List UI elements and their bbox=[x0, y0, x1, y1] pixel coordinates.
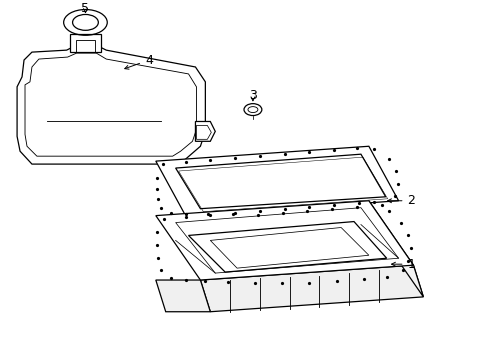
Text: 2: 2 bbox=[387, 194, 414, 207]
Polygon shape bbox=[17, 45, 205, 164]
Text: 3: 3 bbox=[248, 89, 256, 102]
Polygon shape bbox=[156, 146, 398, 216]
Polygon shape bbox=[156, 201, 413, 280]
Polygon shape bbox=[368, 201, 423, 297]
Polygon shape bbox=[195, 121, 215, 141]
Polygon shape bbox=[69, 34, 101, 52]
Text: 4: 4 bbox=[124, 54, 153, 69]
Polygon shape bbox=[200, 265, 423, 312]
Text: 5: 5 bbox=[81, 2, 89, 15]
Polygon shape bbox=[156, 280, 210, 312]
Text: 1: 1 bbox=[391, 258, 414, 271]
